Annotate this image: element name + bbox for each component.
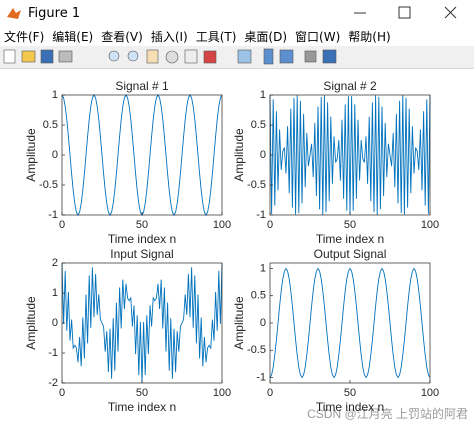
x-tick-label: 50 (344, 387, 356, 399)
menu-item[interactable]: 查看(V) (101, 29, 143, 44)
toolbar (0, 46, 474, 69)
plot-area (62, 263, 222, 383)
menu-item[interactable]: 插入(I) (150, 29, 188, 44)
y-tick-label: 0.5 (251, 290, 266, 302)
chart-title: Signal # 2 (323, 79, 377, 93)
y-tick-label: 1 (52, 287, 58, 299)
window-title: Figure 1 (28, 5, 81, 21)
chart-title: Signal # 1 (115, 79, 169, 93)
window-controls (354, 6, 457, 19)
chart-title: Input Signal (110, 247, 173, 261)
y-tick-label: 1 (260, 89, 266, 101)
save-icon[interactable] (40, 49, 54, 64)
y-axis-label: Amplitude (24, 296, 38, 350)
show-tools-icon[interactable] (322, 49, 337, 64)
menu-item[interactable]: 窗口(W) (295, 29, 341, 44)
y-tick-label: 1 (52, 89, 58, 101)
y-axis-label: Amplitude (232, 128, 246, 182)
brush-icon[interactable] (203, 50, 217, 64)
legend-icon[interactable] (279, 49, 294, 64)
hide-tools-icon[interactable] (304, 50, 317, 63)
menu-item[interactable]: 文件(F) (4, 29, 45, 44)
colorbar-icon[interactable] (263, 48, 274, 65)
plot-area (270, 263, 430, 383)
x-tick-label: 100 (421, 219, 439, 231)
zoom-out-icon[interactable] (127, 50, 139, 62)
y-tick-label: -2 (48, 377, 58, 389)
y-tick-label: 0.5 (43, 119, 58, 131)
y-tick-label: -1 (256, 371, 266, 383)
print-icon[interactable] (58, 50, 73, 63)
x-tick-label: 100 (213, 387, 231, 399)
x-tick-label: 100 (213, 219, 231, 231)
app-icon (7, 8, 21, 19)
open-icon[interactable] (21, 50, 36, 63)
x-tick-label: 50 (136, 219, 148, 231)
x-axis-label: Time index n (316, 232, 384, 246)
y-tick-label: -0.5 (247, 179, 266, 191)
y-tick-label: -1 (256, 209, 266, 221)
menu-item[interactable]: 编辑(E) (52, 29, 94, 44)
pan-icon[interactable] (146, 49, 159, 64)
y-tick-label: 0 (260, 149, 266, 161)
y-tick-label: -0.5 (39, 179, 58, 191)
x-axis-label: Time index n (316, 400, 384, 414)
x-tick-label: 100 (421, 387, 439, 399)
y-tick-label: 0.5 (251, 119, 266, 131)
link-icon[interactable] (237, 49, 252, 64)
menu-bar: 文件(F) 编辑(E) 查看(V) 插入(I) 工具(T) 桌面(D) 窗口(W) 帮助(H) (0, 26, 474, 46)
chart-title: Output Signal (314, 247, 387, 261)
menu-item[interactable]: 工具(T) (195, 29, 237, 44)
x-axis-label: Time index n (108, 400, 176, 414)
menu-item[interactable]: 桌面(D) (244, 29, 288, 44)
y-tick-label: -1 (48, 209, 58, 221)
new-icon[interactable] (3, 49, 16, 64)
toolbar-icons (3, 48, 337, 65)
x-tick-label: 0 (59, 387, 65, 399)
y-tick-label: 0 (52, 317, 58, 329)
y-axis-label: Amplitude (24, 128, 38, 182)
watermark: CSDN @江月亮 上罚站的阿君 (307, 406, 468, 421)
signal-line (269, 267, 431, 379)
y-tick-label: -1 (48, 347, 58, 359)
y-axis-label: Amplitude (232, 296, 246, 350)
x-tick-label: 50 (344, 219, 356, 231)
plot-area (62, 95, 222, 215)
x-tick-label: 0 (59, 219, 65, 231)
y-tick-label: 1 (260, 262, 266, 274)
y-tick-label: -0.5 (247, 344, 266, 356)
y-tick-label: 0 (52, 149, 58, 161)
x-tick-label: 0 (267, 387, 273, 399)
x-tick-label: 0 (267, 219, 273, 231)
x-tick-label: 50 (136, 387, 148, 399)
datacursor-icon[interactable] (184, 49, 198, 64)
maximize[interactable] (398, 6, 411, 19)
y-tick-label: 0 (260, 317, 266, 329)
x-axis-label: Time index n (108, 232, 176, 246)
rotate-icon[interactable] (165, 50, 179, 64)
y-tick-label: 2 (52, 257, 58, 269)
close[interactable] (444, 6, 457, 19)
menu-item[interactable]: 帮助(H) (348, 29, 391, 44)
figure-canvas: CSDN @江月亮 上罚站的阿君 0 50 100-1-0.500.51Signal… (24, 79, 468, 421)
zoom-in-icon[interactable] (108, 50, 120, 62)
title-bar: Figure 1 (0, 0, 474, 26)
